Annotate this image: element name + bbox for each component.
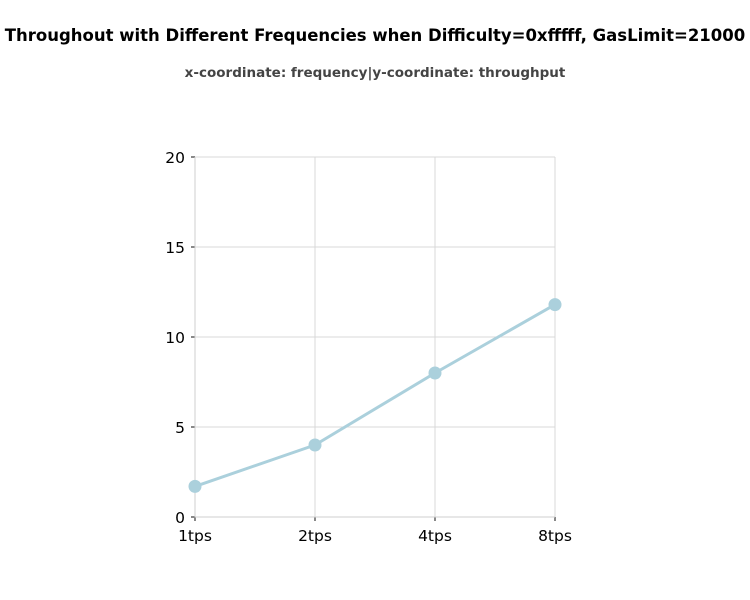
data-point[interactable]	[428, 366, 442, 380]
series-line	[193, 303, 557, 488]
x-tick-label: 8tps	[538, 527, 572, 545]
axes	[191, 156, 556, 521]
data-point[interactable]	[548, 298, 562, 312]
chart-subtitle: x-coordinate: frequency|y-coordinate: th…	[184, 65, 566, 81]
x-tick-label: 4tps	[418, 527, 452, 545]
y-tick-label: 10	[165, 329, 185, 347]
y-tick-label: 20	[165, 149, 185, 167]
y-tick-label: 5	[175, 419, 185, 437]
chart-title: Throughout with Different Frequencies wh…	[4, 26, 746, 45]
series	[188, 298, 562, 493]
y-tick-label: 15	[165, 239, 185, 257]
x-tick-label: 1tps	[178, 527, 212, 545]
data-point[interactable]	[308, 438, 322, 452]
tick-labels: 0 5 10 15 20 1tps 2tps 4tps 8tps	[165, 149, 572, 545]
data-point[interactable]	[188, 479, 202, 493]
x-tick-label: 2tps	[298, 527, 332, 545]
y-tick-label: 0	[175, 509, 185, 527]
